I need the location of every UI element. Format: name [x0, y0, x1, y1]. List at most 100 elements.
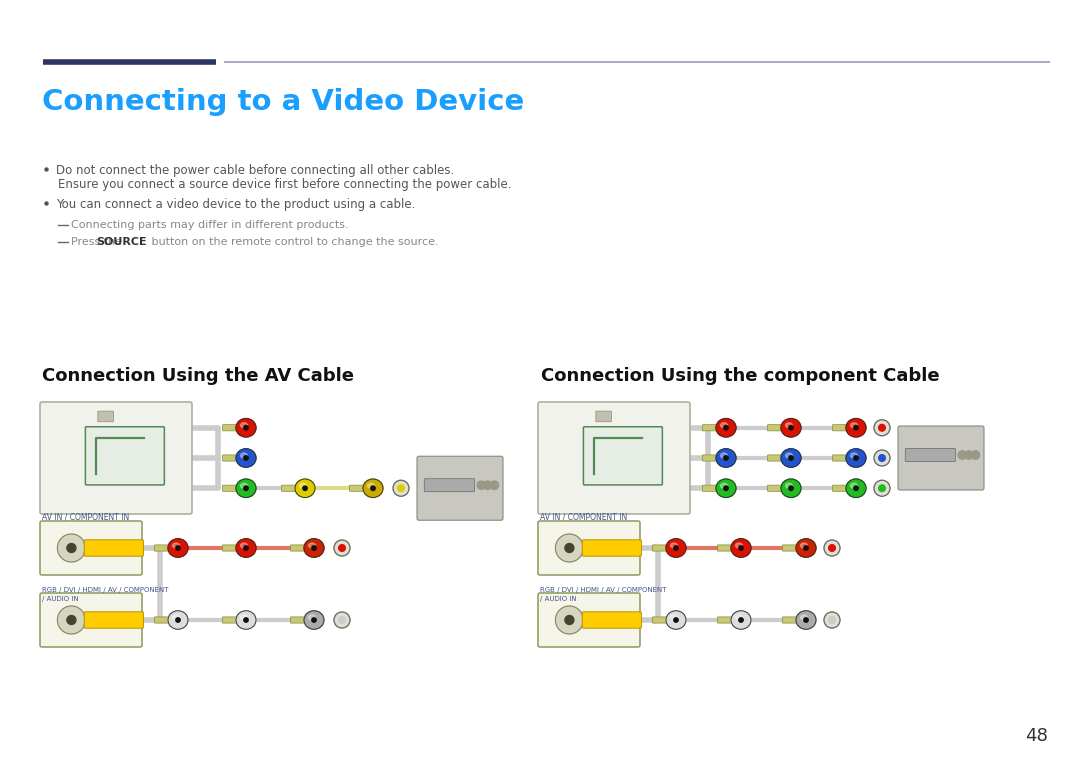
FancyBboxPatch shape [717, 545, 732, 551]
FancyBboxPatch shape [222, 617, 238, 623]
Ellipse shape [299, 483, 307, 488]
Circle shape [874, 480, 890, 496]
Text: You can connect a video device to the product using a cable.: You can connect a video device to the pr… [56, 198, 416, 211]
Circle shape [874, 420, 890, 436]
FancyBboxPatch shape [768, 425, 783, 431]
FancyBboxPatch shape [538, 593, 640, 647]
Ellipse shape [716, 479, 735, 497]
Ellipse shape [237, 419, 256, 437]
Ellipse shape [716, 449, 735, 467]
Circle shape [739, 546, 743, 550]
Ellipse shape [851, 453, 858, 458]
FancyBboxPatch shape [291, 617, 306, 623]
Circle shape [674, 618, 678, 622]
Ellipse shape [846, 479, 866, 497]
Ellipse shape [309, 615, 315, 620]
FancyBboxPatch shape [897, 426, 984, 490]
Circle shape [788, 486, 793, 491]
Circle shape [393, 480, 409, 496]
Circle shape [244, 486, 248, 491]
Ellipse shape [173, 543, 179, 548]
Ellipse shape [303, 539, 324, 557]
FancyBboxPatch shape [702, 455, 717, 461]
Ellipse shape [666, 610, 686, 629]
Circle shape [244, 456, 248, 460]
FancyBboxPatch shape [98, 411, 113, 422]
FancyBboxPatch shape [40, 521, 141, 575]
Text: / AUDIO IN: / AUDIO IN [42, 596, 79, 602]
Circle shape [397, 485, 404, 491]
Circle shape [854, 486, 859, 491]
FancyBboxPatch shape [905, 449, 956, 462]
Ellipse shape [666, 539, 686, 557]
Circle shape [804, 546, 808, 550]
FancyBboxPatch shape [291, 545, 306, 551]
Text: SOURCE: SOURCE [96, 237, 147, 247]
Circle shape [674, 546, 678, 550]
Circle shape [828, 617, 835, 623]
Ellipse shape [241, 615, 247, 620]
Circle shape [879, 424, 886, 431]
FancyBboxPatch shape [154, 617, 170, 623]
Ellipse shape [731, 610, 751, 629]
Circle shape [788, 426, 793, 430]
Ellipse shape [173, 615, 179, 620]
Ellipse shape [851, 483, 858, 488]
Text: / AUDIO IN: / AUDIO IN [540, 596, 577, 602]
Ellipse shape [720, 453, 728, 458]
Ellipse shape [716, 419, 735, 437]
Ellipse shape [237, 479, 256, 497]
Ellipse shape [800, 615, 808, 620]
Text: Press the: Press the [71, 237, 125, 247]
Circle shape [176, 546, 180, 550]
Circle shape [67, 543, 76, 552]
FancyBboxPatch shape [702, 425, 717, 431]
Ellipse shape [731, 539, 751, 557]
Circle shape [879, 485, 886, 491]
Circle shape [739, 618, 743, 622]
Text: 48: 48 [1025, 727, 1048, 745]
Ellipse shape [241, 543, 247, 548]
FancyBboxPatch shape [783, 545, 797, 551]
Circle shape [334, 540, 350, 556]
Ellipse shape [720, 483, 728, 488]
Ellipse shape [785, 453, 793, 458]
FancyBboxPatch shape [652, 617, 667, 623]
Text: Ensure you connect a source device first before connecting the power cable.: Ensure you connect a source device first… [58, 178, 512, 191]
Circle shape [57, 534, 85, 562]
FancyBboxPatch shape [222, 455, 238, 461]
FancyBboxPatch shape [84, 612, 144, 628]
Circle shape [176, 618, 180, 622]
FancyBboxPatch shape [538, 521, 640, 575]
Ellipse shape [846, 419, 866, 437]
Ellipse shape [846, 449, 866, 467]
Ellipse shape [785, 483, 793, 488]
Circle shape [312, 618, 316, 622]
FancyBboxPatch shape [783, 617, 797, 623]
Ellipse shape [800, 543, 808, 548]
Circle shape [477, 481, 486, 489]
Text: Do not connect the power cable before connecting all other cables.: Do not connect the power cable before co… [56, 164, 455, 177]
Ellipse shape [237, 539, 256, 557]
FancyBboxPatch shape [582, 539, 642, 556]
Text: RGB / DVI / HDMI / AV / COMPONENT: RGB / DVI / HDMI / AV / COMPONENT [540, 587, 666, 593]
Ellipse shape [671, 615, 677, 620]
Circle shape [244, 618, 248, 622]
Circle shape [67, 616, 76, 624]
Ellipse shape [367, 483, 375, 488]
Circle shape [339, 617, 346, 623]
Ellipse shape [241, 423, 247, 428]
Text: Connecting parts may differ in different products.: Connecting parts may differ in different… [71, 220, 349, 230]
FancyBboxPatch shape [538, 402, 690, 514]
FancyBboxPatch shape [702, 485, 717, 491]
Text: Connecting to a Video Device: Connecting to a Video Device [42, 88, 524, 116]
FancyBboxPatch shape [583, 427, 662, 485]
Circle shape [724, 426, 728, 430]
FancyBboxPatch shape [596, 411, 611, 422]
Circle shape [57, 606, 85, 634]
Circle shape [334, 612, 350, 628]
Ellipse shape [671, 543, 677, 548]
Circle shape [874, 450, 890, 466]
FancyBboxPatch shape [833, 425, 848, 431]
FancyBboxPatch shape [40, 402, 192, 514]
